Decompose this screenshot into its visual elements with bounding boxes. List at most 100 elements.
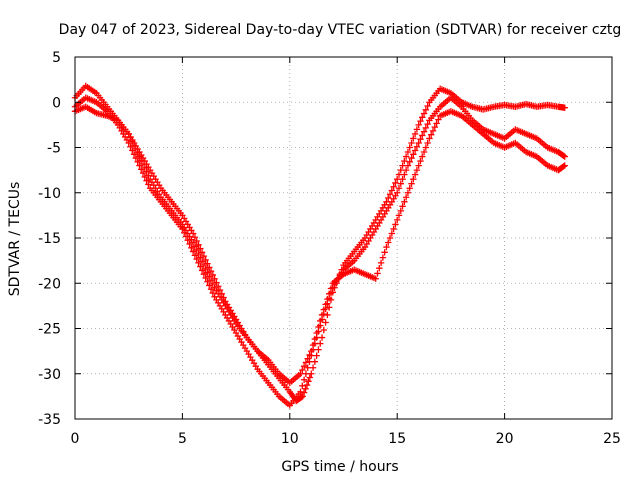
data-point [401, 198, 408, 205]
data-point [406, 144, 413, 151]
data-point [304, 355, 311, 362]
data-point [406, 158, 413, 166]
data-point [134, 149, 141, 156]
data-point [426, 135, 433, 142]
data-point [206, 282, 213, 289]
data-point [209, 289, 217, 297]
data-point [417, 136, 424, 143]
x-axis-label: GPS time / hours [281, 459, 398, 475]
data-point [306, 374, 314, 381]
data-point [325, 304, 333, 311]
data-point [141, 164, 149, 172]
data-point [191, 252, 199, 259]
data-point [189, 230, 197, 237]
x-tick-label: 20 [496, 431, 514, 447]
data-point [198, 249, 206, 256]
data-point [186, 240, 193, 248]
data-point [388, 187, 396, 194]
data-point [325, 290, 333, 298]
data-point [395, 212, 403, 219]
data-point [320, 306, 328, 313]
data-point [392, 179, 399, 187]
data-point [202, 265, 209, 273]
data-point [327, 285, 335, 292]
data-point [415, 121, 422, 129]
data-point [143, 177, 150, 184]
data-point [198, 258, 206, 265]
data-point [317, 340, 324, 347]
data-point [204, 278, 211, 285]
data-point [129, 147, 136, 154]
data-point [207, 286, 215, 293]
data-point [413, 166, 421, 174]
data-point [422, 124, 430, 132]
data-point [134, 158, 141, 166]
data-point [399, 175, 406, 183]
y-tick-label: -15 [38, 231, 61, 247]
x-tick-label: 25 [603, 431, 621, 447]
data-point [392, 221, 399, 228]
data-point [139, 169, 147, 177]
data-point [197, 254, 204, 261]
data-point [395, 185, 403, 192]
data-point [302, 359, 310, 366]
data-point [399, 203, 406, 210]
data-point [207, 277, 215, 284]
data-point [145, 172, 152, 179]
data-point [143, 168, 150, 175]
data-point [561, 153, 568, 160]
data-point [406, 185, 413, 192]
data-point [209, 271, 217, 279]
data-point [419, 153, 426, 160]
data-point [415, 139, 422, 147]
data-point [404, 189, 412, 196]
data-point [408, 139, 415, 147]
data-point [315, 346, 322, 353]
y-tick-label: 0 [52, 95, 61, 111]
data-point [397, 166, 404, 174]
data-point [305, 378, 312, 385]
data-point [197, 263, 204, 270]
data-point [303, 381, 311, 389]
data-point [415, 162, 422, 169]
data-point [404, 162, 412, 169]
y-tick-label: 5 [52, 50, 61, 66]
data-point [297, 370, 304, 377]
data-point [419, 132, 426, 139]
y-tick-label: -20 [38, 276, 61, 292]
data-point [204, 260, 211, 267]
data-point [207, 267, 215, 275]
data-point [215, 283, 222, 290]
data-point [311, 358, 319, 365]
data-point [129, 138, 136, 145]
x-tick-label: 5 [178, 431, 187, 447]
data-point [422, 144, 430, 151]
data-point [200, 271, 208, 278]
y-tick-labels: 5 0 -5 -10 -15 -20 -25 -30 -35 [38, 50, 61, 428]
data-point [395, 171, 403, 178]
data-point [402, 194, 410, 201]
data-point [394, 175, 401, 183]
y-tick-label: -30 [38, 367, 61, 383]
data-point [300, 376, 308, 383]
data-point [198, 267, 206, 274]
data-point [311, 335, 319, 343]
data-point [191, 234, 199, 241]
x-tick-label: 0 [71, 431, 80, 447]
data-point [324, 295, 331, 303]
data-point [410, 135, 417, 142]
data-point [394, 189, 401, 196]
data-point [322, 301, 329, 308]
y-tick-label: -10 [38, 186, 61, 202]
data-point [383, 243, 390, 251]
data-point [420, 128, 428, 135]
data-point [191, 243, 199, 250]
data-point [424, 139, 431, 147]
data-point [322, 319, 329, 326]
data-point [127, 143, 134, 150]
data-point [397, 207, 404, 215]
data-point [302, 385, 309, 393]
data-point [209, 280, 217, 288]
data-point [313, 329, 320, 337]
